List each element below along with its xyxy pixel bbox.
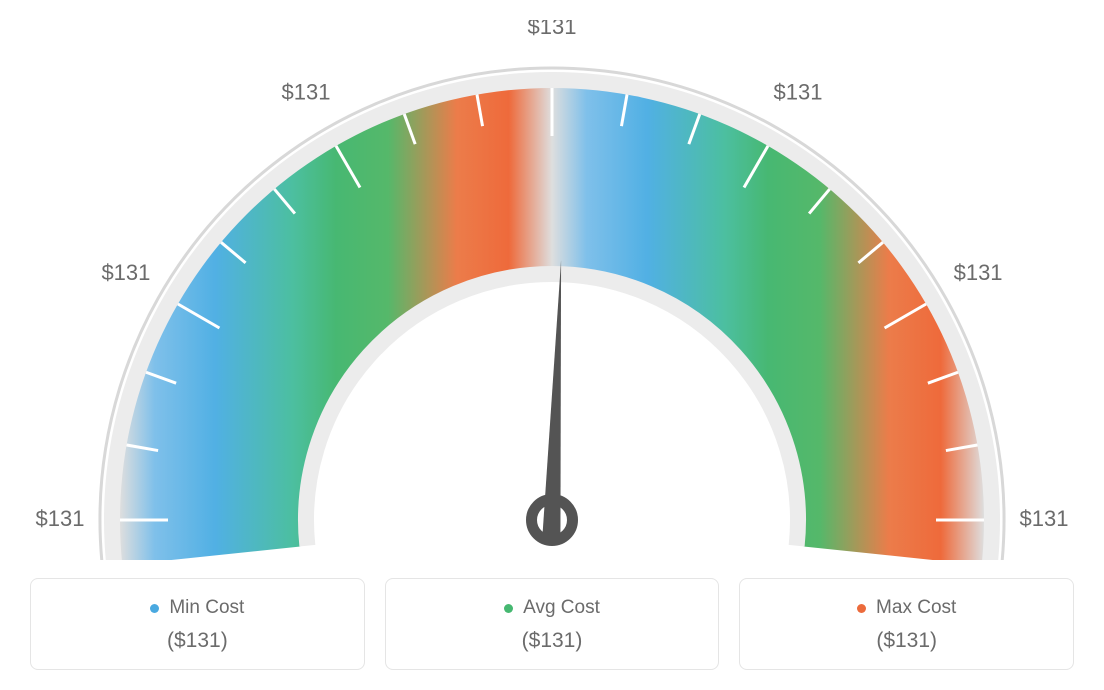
min-cost-label-row: Min Cost: [41, 597, 354, 619]
max-cost-dot-icon: [857, 604, 866, 613]
avg-cost-value: ($131): [396, 629, 709, 653]
max-cost-value: ($131): [750, 629, 1063, 653]
svg-text:$131: $131: [1020, 506, 1069, 531]
avg-cost-label-row: Avg Cost: [396, 597, 709, 619]
max-cost-card: Max Cost ($131): [739, 578, 1074, 670]
svg-text:$131: $131: [774, 80, 823, 105]
min-cost-value: ($131): [41, 629, 354, 653]
max-cost-label-row: Max Cost: [750, 597, 1063, 619]
svg-text:$131: $131: [954, 260, 1003, 285]
min-cost-dot-icon: [150, 604, 159, 613]
svg-text:$131: $131: [282, 80, 331, 105]
min-cost-card: Min Cost ($131): [30, 578, 365, 670]
svg-text:$131: $131: [101, 260, 150, 285]
legend-cards: Min Cost ($131) Avg Cost ($131) Max Cost…: [30, 578, 1074, 670]
svg-text:$131: $131: [528, 20, 577, 39]
gauge-chart: $131 $131 $131 $131 $131 $131 $131: [30, 20, 1074, 560]
svg-text:$131: $131: [36, 506, 85, 531]
max-cost-label: Max Cost: [876, 597, 956, 619]
avg-cost-card: Avg Cost ($131): [385, 578, 720, 670]
avg-cost-dot-icon: [504, 604, 513, 613]
gauge-svg: $131 $131 $131 $131 $131 $131 $131: [32, 20, 1072, 560]
min-cost-label: Min Cost: [169, 597, 244, 619]
avg-cost-label: Avg Cost: [523, 597, 600, 619]
